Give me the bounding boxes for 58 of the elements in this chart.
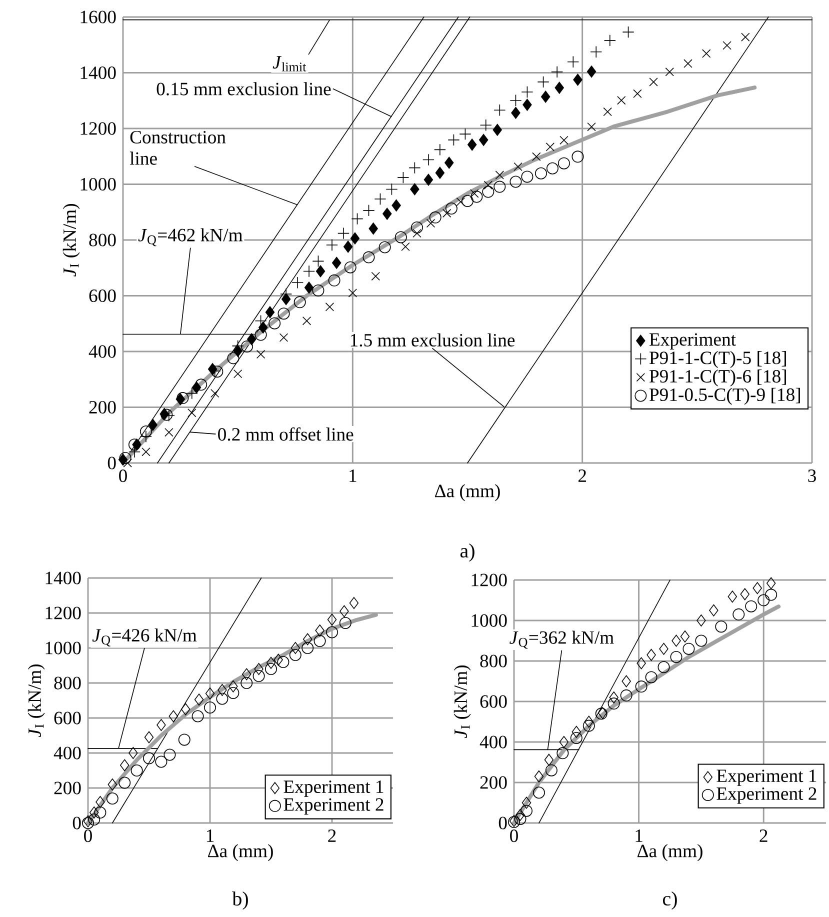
y-tick-label: 1400	[80, 66, 116, 80]
annotation: J$_{limit}$	[272, 56, 306, 72]
x-axis-title: Δa (mm)	[208, 844, 273, 862]
x-tick-label: 1	[350, 469, 356, 482]
y-axis-title: J$_{I}$ (kN/m)	[62, 204, 80, 277]
x-axis-title: Δa (mm)	[435, 484, 500, 502]
annotation: Construction line	[130, 130, 226, 165]
text: c)	[662, 892, 677, 910]
annotation: 0.2 mm offset line	[218, 427, 354, 441]
y-tick-label: 1200	[80, 122, 116, 135]
x-tick-label: 2	[328, 830, 336, 842]
y-tick-label: 200	[54, 782, 81, 794]
legend-label: Experiment	[649, 333, 736, 350]
y-tick-label: 600	[480, 695, 507, 708]
legend-label: Experiment 2	[716, 787, 816, 804]
y-tick-label: 200	[89, 400, 116, 414]
x-tick-label: 3	[808, 469, 816, 482]
x-tick-label: 1	[206, 829, 214, 842]
annotation: 0.15 mm exclusion line	[156, 82, 331, 96]
y-tick-label: 0	[108, 456, 116, 470]
y-tick-label: 1000	[46, 642, 81, 654]
y-tick-label: 800	[89, 234, 116, 246]
y-tick-label: 1200	[46, 606, 81, 620]
x-tick-label: 1	[636, 829, 642, 842]
legend-label: Experiment 1	[284, 780, 384, 797]
text: a)	[460, 544, 474, 562]
annotation: 1.5 mm exclusion line	[350, 333, 515, 347]
legend-label: P91-1-C(T)-6 [18]	[649, 369, 786, 386]
y-axis-title: J$_{I}$ (kN/m)	[28, 664, 45, 738]
y-tick-label: 400	[480, 736, 507, 748]
legend-label: Experiment 2	[284, 798, 384, 815]
y-tick-label: 800	[54, 676, 81, 690]
y-tick-label: 1000	[80, 178, 116, 191]
y-tick-label: 400	[54, 746, 81, 760]
text: b)	[232, 892, 248, 910]
y-tick-label: 0	[498, 816, 507, 830]
legend-label: P91-1-C(T)-5 [18]	[649, 351, 786, 368]
y-tick-label: 1600	[80, 10, 116, 24]
y-tick-label: 400	[88, 345, 116, 358]
x-axis-title: Δa (mm)	[638, 844, 702, 862]
annotation: J$_{Q}$=426 kN/m	[92, 628, 197, 646]
y-tick-label: 200	[480, 776, 507, 789]
y-tick-label: 1000	[472, 614, 507, 627]
x-tick-label: 2	[578, 469, 586, 482]
y-tick-label: 1400	[46, 572, 81, 584]
legend-label: Experiment 1	[716, 770, 816, 786]
x-tick-label: 0	[119, 469, 127, 482]
annotation: J$_{Q}$=462 kN/m	[138, 228, 243, 246]
y-tick-label: 0	[72, 816, 81, 830]
x-tick-label: 2	[760, 829, 768, 842]
y-tick-label: 800	[480, 654, 507, 668]
legend-label: P91-0.5-C(T)-9 [18]	[649, 388, 800, 405]
y-tick-label: 1200	[472, 574, 507, 586]
y-axis-title: J$_{I}$ (kN/m)	[454, 666, 471, 738]
y-tick-label: 600	[54, 712, 81, 724]
x-tick-label: 0	[510, 829, 518, 842]
y-tick-label: 600	[89, 289, 116, 302]
annotation: J$_{Q}$=362 kN/m	[510, 630, 614, 649]
